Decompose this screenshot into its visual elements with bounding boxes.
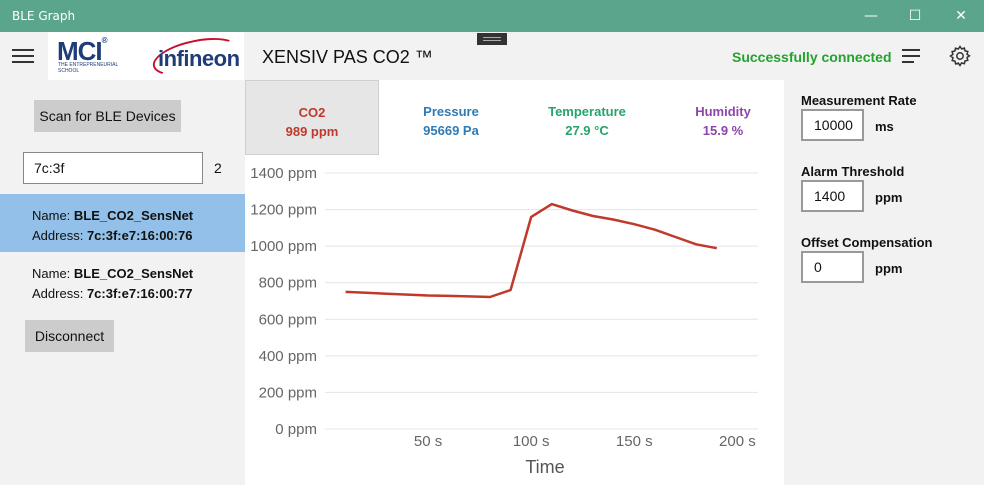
infineon-logo: infineon	[149, 31, 243, 83]
y-tick-label: 1000 ppm	[250, 238, 317, 255]
minimize-button[interactable]: —	[848, 0, 894, 32]
x-tick-label: 100 s	[513, 433, 550, 450]
connection-status: Successfully connected	[732, 49, 892, 65]
collapse-handle-icon[interactable]	[477, 33, 507, 45]
device-filter-input[interactable]	[23, 152, 203, 184]
offset-compensation-label: Offset Compensation	[801, 235, 933, 250]
x-tick-label: 50 s	[414, 433, 442, 450]
y-tick-label: 600 ppm	[259, 311, 317, 328]
co2-series-line	[345, 202, 718, 299]
settings-panel: Measurement Rate ms Alarm Threshold ppm …	[784, 80, 984, 485]
hamburger-menu-icon[interactable]	[12, 49, 34, 63]
x-tick-label: 150 s	[616, 433, 653, 450]
y-tick-label: 400 ppm	[259, 348, 317, 365]
y-tick-label: 0 ppm	[275, 421, 317, 438]
device-count: 2	[214, 160, 222, 176]
logo-area: MCI® THE ENTREPRENEURIAL SCHOOL infineon	[48, 31, 244, 83]
close-icon: ✕	[955, 8, 967, 24]
y-tick-label: 200 ppm	[259, 384, 317, 401]
disconnect-button[interactable]: Disconnect	[25, 320, 114, 352]
offset-compensation-input[interactable]	[801, 251, 864, 283]
tab-temperature[interactable]: Temperature 27.9 °C	[548, 104, 626, 138]
tab-co2[interactable]: CO2 989 ppm	[245, 80, 379, 155]
co2-line-chart: 0 ppm 200 ppm 400 ppm 600 ppm 800 ppm 1000 pp…	[250, 165, 758, 477]
window-title: BLE Graph	[12, 9, 76, 23]
list-view-icon[interactable]	[900, 48, 922, 64]
y-tick-label: 1200 ppm	[250, 202, 317, 219]
measurement-rate-input[interactable]	[801, 109, 864, 141]
device-list-item[interactable]: Name: BLE_CO2_SensNet Address: 7c:3f:e7:…	[0, 194, 245, 252]
maximize-button[interactable]: ☐	[892, 0, 938, 32]
tab-humidity[interactable]: Humidity 15.9 %	[695, 104, 751, 138]
y-tick-label: 800 ppm	[259, 275, 317, 292]
mci-logo-subtitle: THE ENTREPRENEURIAL SCHOOL	[58, 62, 119, 74]
offset-compensation-unit: ppm	[875, 261, 903, 276]
gear-icon[interactable]	[948, 44, 972, 68]
app-header: MCI® THE ENTREPRENEURIAL SCHOOL infineon …	[0, 31, 984, 83]
maximize-icon: ☐	[908, 8, 922, 24]
app-title: XENSIV PAS CO2 ™	[262, 47, 433, 67]
graph-area: CO2 989 ppm Pressure 95669 Pa Temperature 2…	[245, 80, 784, 485]
measurement-rate-unit: ms	[875, 119, 894, 134]
alarm-threshold-input[interactable]	[801, 180, 864, 212]
close-button[interactable]: ✕	[938, 0, 984, 32]
tab-pressure[interactable]: Pressure 95669 Pa	[423, 104, 479, 138]
x-tick-label: 200 s	[719, 433, 756, 450]
x-axis-label: Time	[525, 457, 564, 477]
mci-logo: MCI®	[57, 36, 108, 66]
y-tick-label: 1400 ppm	[250, 165, 317, 182]
alarm-threshold-label: Alarm Threshold	[801, 164, 905, 179]
device-list-item[interactable]: Name: BLE_CO2_SensNet Address: 7c:3f:e7:…	[32, 266, 194, 301]
alarm-threshold-unit: ppm	[875, 190, 903, 205]
minimize-icon: —	[864, 8, 878, 24]
window-titlebar: BLE Graph — ☐ ✕	[0, 0, 984, 32]
device-panel: Scan for BLE Devices 2 Name: BLE_CO2_Sen…	[0, 80, 245, 485]
measurement-rate-label: Measurement Rate	[801, 93, 917, 108]
scan-button[interactable]: Scan for BLE Devices	[34, 100, 181, 132]
